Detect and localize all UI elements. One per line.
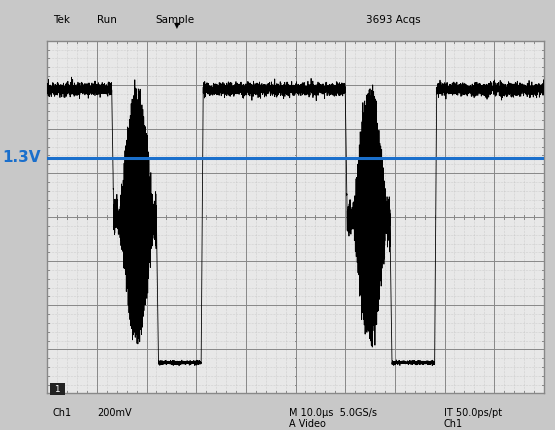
- Text: A Video: A Video: [289, 419, 325, 429]
- Text: Tek: Tek: [53, 15, 70, 25]
- Text: IT 50.0ps/pt: IT 50.0ps/pt: [444, 408, 502, 418]
- Text: 3693 Acqs: 3693 Acqs: [366, 15, 421, 25]
- Text: Sample: Sample: [155, 15, 194, 25]
- Text: ▼: ▼: [174, 21, 179, 30]
- Text: Ch1: Ch1: [444, 419, 463, 429]
- Text: 200mV: 200mV: [97, 408, 132, 418]
- Text: M 10.0μs  5.0GS/s: M 10.0μs 5.0GS/s: [289, 408, 377, 418]
- Text: Run: Run: [97, 15, 117, 25]
- Text: 1: 1: [52, 385, 63, 393]
- Text: 1.3V: 1.3V: [3, 150, 41, 165]
- Text: Ch1: Ch1: [53, 408, 72, 418]
